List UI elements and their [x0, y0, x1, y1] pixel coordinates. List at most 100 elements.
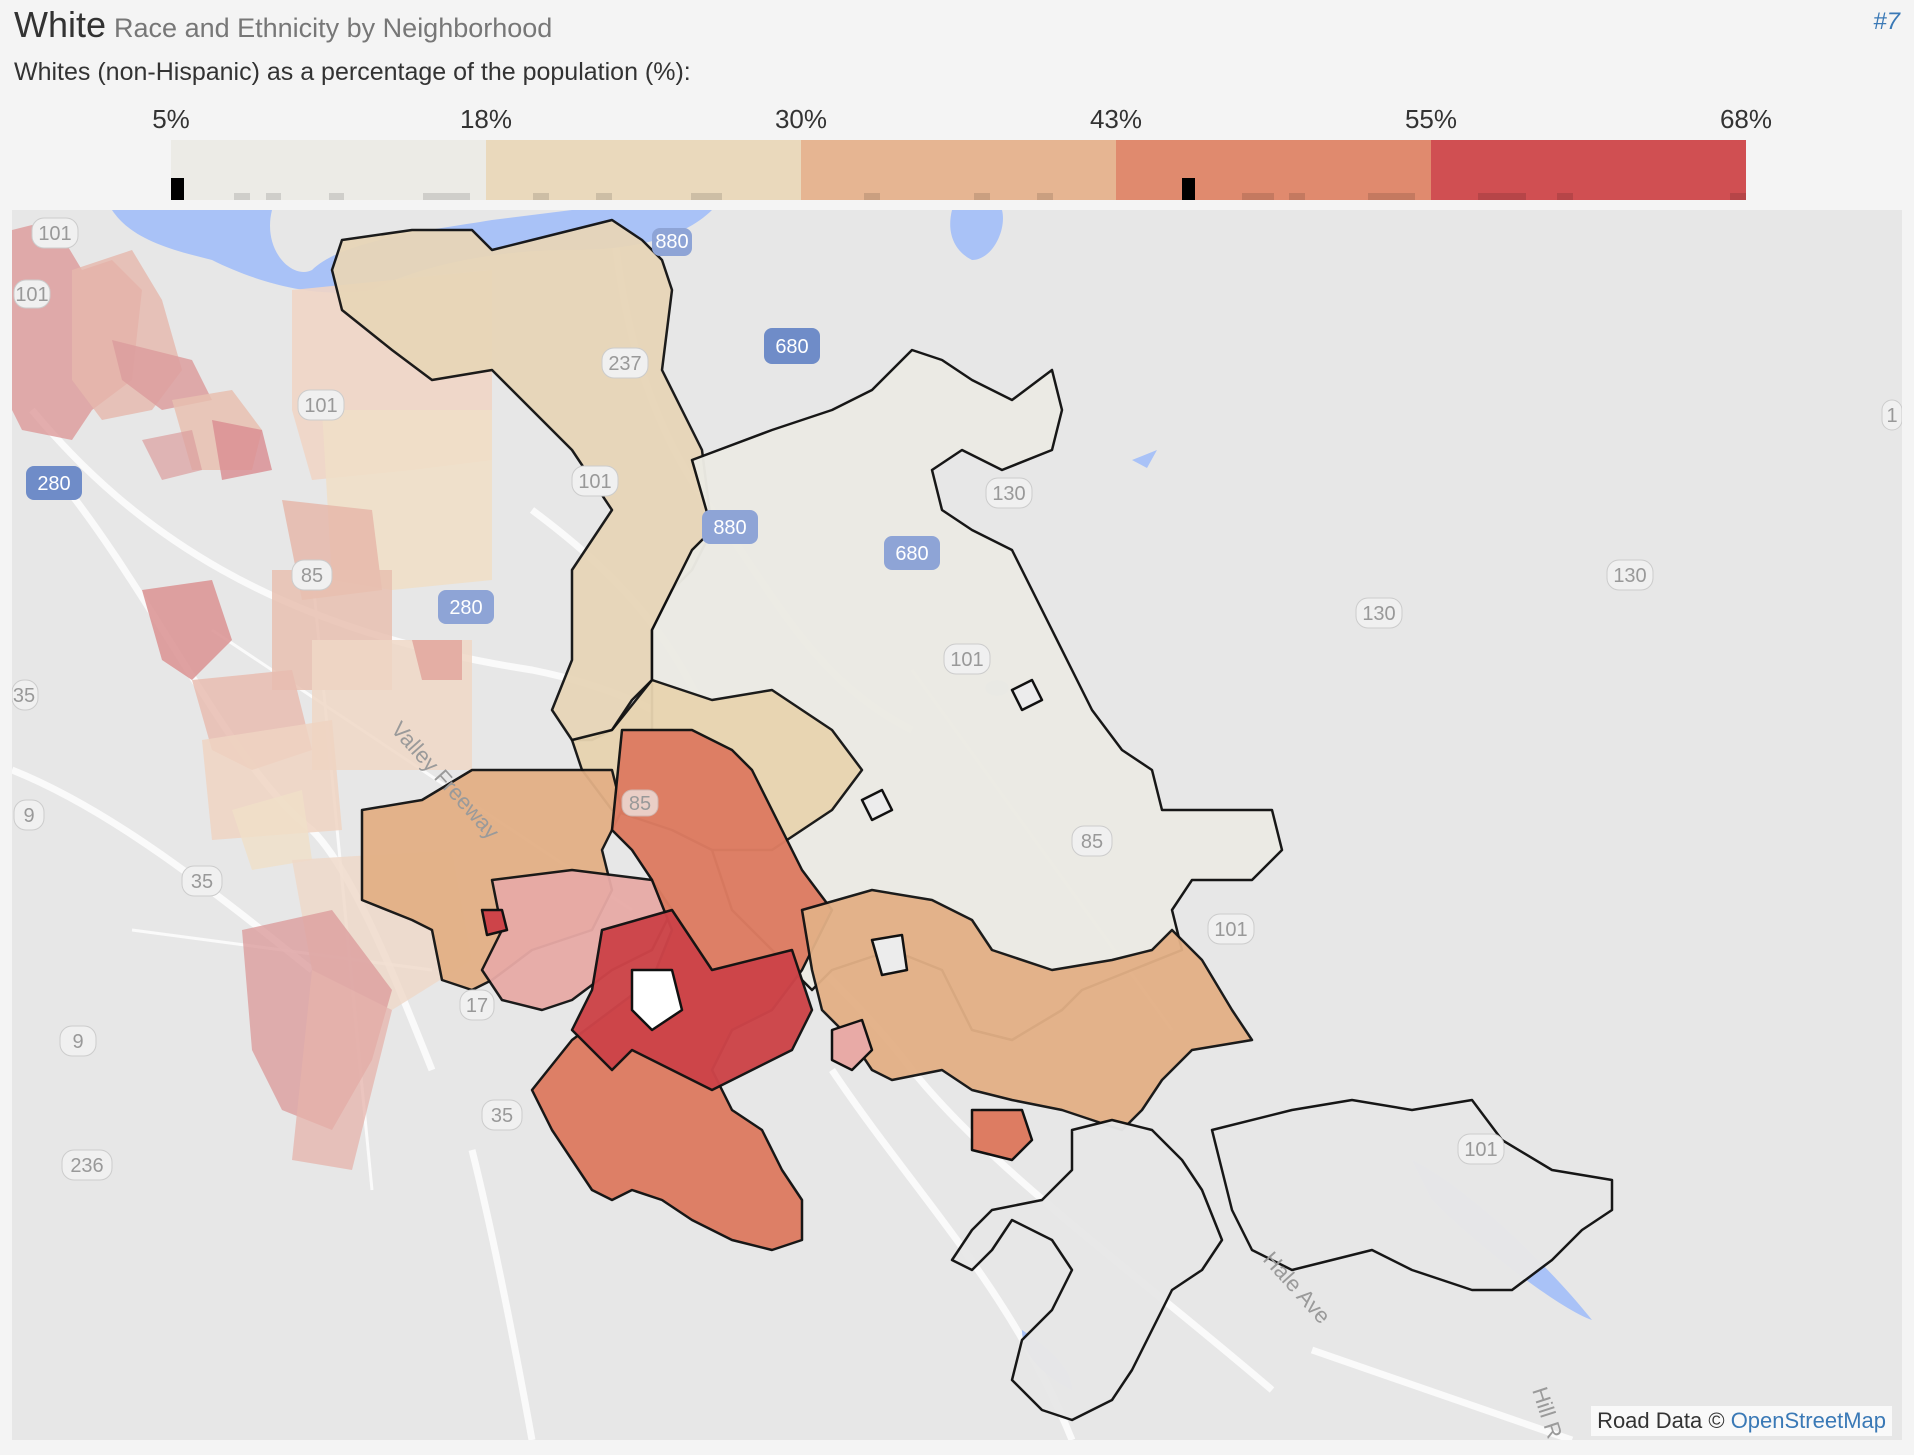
svg-text:1: 1	[1886, 405, 1897, 427]
svg-text:101: 101	[304, 395, 337, 417]
shield-880-top: 880	[652, 228, 692, 256]
legend-highlight-low	[171, 178, 184, 200]
map-header: White Race and Ethnicity by Neighborhood …	[14, 4, 1900, 48]
svg-text:880: 880	[713, 517, 746, 539]
legend-bin-1	[171, 140, 486, 200]
page-title: White Race and Ethnicity by Neighborhood	[14, 4, 552, 46]
shield-101-nw: 101	[31, 217, 79, 249]
svg-text:101: 101	[15, 284, 48, 306]
legend-distribution-mark	[423, 193, 471, 200]
road-label-hill-rd: Hill R	[1527, 1384, 1567, 1440]
svg-text:130: 130	[1362, 603, 1395, 625]
legend-distribution-mark	[864, 193, 880, 200]
legend-distribution-mark	[265, 193, 282, 200]
neighborhood-core-darkred[interactable]	[570, 908, 814, 1092]
legend-distribution-mark	[234, 193, 250, 200]
shield-85-west: 85	[291, 559, 333, 591]
svg-text:9: 9	[72, 1031, 83, 1053]
attribution-prefix: Road Data ©	[1597, 1408, 1731, 1433]
svg-text:35: 35	[491, 1105, 513, 1127]
shield-85-south: 85	[1071, 825, 1113, 857]
shield-101-central: 101	[571, 465, 619, 497]
svg-text:101: 101	[38, 223, 71, 245]
neighborhood-small-west-red[interactable]	[480, 908, 509, 937]
svg-text:680: 680	[895, 543, 928, 565]
shield-35-mid: 35	[181, 865, 223, 897]
shield-1-right: 1	[1881, 399, 1902, 431]
page-subtitle: Race and Ethnicity by Neighborhood	[114, 13, 553, 43]
svg-text:130: 130	[1613, 565, 1646, 587]
legend-distribution-mark	[533, 193, 549, 200]
shield-85-core: 85	[621, 789, 659, 817]
map-index-link[interactable]: #7	[1873, 8, 1900, 35]
svg-text:85: 85	[1081, 831, 1103, 853]
shield-101-east: 101	[943, 643, 991, 675]
svg-text:85: 85	[301, 565, 323, 587]
legend-label: Whites (non-Hispanic) as a percentage of…	[14, 58, 691, 86]
svg-text:35: 35	[13, 685, 35, 707]
shield-236: 236	[61, 1149, 113, 1181]
shield-680-central: 680	[884, 536, 940, 570]
shield-35-left: 35	[12, 679, 39, 711]
shield-880-central: 880	[702, 510, 758, 544]
legend-bin-5	[1431, 140, 1746, 200]
shield-9-upper: 9	[13, 799, 45, 831]
svg-text:101: 101	[578, 471, 611, 493]
shield-130-lower: 130	[1606, 559, 1654, 591]
legend-tick-18: 18%	[459, 104, 513, 134]
neighborhood-far-south[interactable]	[950, 1118, 1224, 1422]
shield-130-mid: 130	[1355, 597, 1403, 629]
svg-text:280: 280	[449, 597, 482, 619]
legend-distribution-mark	[1730, 193, 1746, 200]
neighborhood-small-south[interactable]	[970, 1108, 1034, 1162]
legend-tick-30: 30%	[774, 104, 828, 134]
highway-shields: 101 680 237 880 101 880 680 130 280 101 …	[12, 217, 1902, 1181]
neighborhood-hole-1[interactable]	[630, 968, 684, 1032]
legend-distribution-mark	[1242, 193, 1274, 200]
neighborhood-hole-2[interactable]	[870, 933, 909, 977]
neighborhood-far-southeast[interactable]	[1210, 1098, 1614, 1292]
shield-130-upper: 130	[985, 477, 1033, 509]
legend-tick-68: 68%	[1719, 104, 1773, 134]
context-neighborhoods	[12, 220, 492, 1170]
openstreetmap-link[interactable]: OpenStreetMap	[1730, 1408, 1886, 1433]
shield-680-top: 680	[764, 328, 820, 364]
legend-distribution-mark	[1557, 193, 1573, 200]
map-canvas[interactable]: 101 680 237 880 101 880 680 130 280 101 …	[12, 210, 1902, 1440]
color-legend	[171, 140, 1746, 200]
shield-101-southeast: 101	[1200, 920, 1244, 948]
legend-distribution-mark	[1289, 193, 1305, 200]
svg-text:17: 17	[466, 995, 488, 1017]
legend-ticks: 5% 18% 30% 43% 55% 68%	[152, 104, 1772, 138]
choropleth-map[interactable]: 101 680 237 880 101 880 680 130 280 101 …	[12, 210, 1902, 1440]
svg-text:101: 101	[1464, 1139, 1497, 1161]
legend-distribution-mark	[328, 193, 345, 200]
legend-distribution-mark	[690, 193, 723, 200]
legend-tick-5: 5%	[152, 104, 190, 134]
neighborhood-southeast[interactable]	[800, 888, 1254, 1132]
svg-text:280: 280	[37, 473, 70, 495]
legend-tick-55: 55%	[1404, 104, 1458, 134]
svg-text:9: 9	[23, 805, 34, 827]
city-boundary[interactable]	[330, 218, 1614, 1422]
map-attribution: Road Data © OpenStreetMap	[1591, 1406, 1892, 1436]
shield-35-lower: 35	[481, 1099, 523, 1131]
shield-101-west: 101	[297, 389, 345, 421]
legend-distribution-mark	[974, 193, 990, 200]
shield-280-west: 280	[26, 466, 82, 500]
svg-text:101: 101	[950, 649, 983, 671]
svg-text:680: 680	[775, 336, 808, 358]
legend-distribution-mark	[1037, 193, 1053, 200]
neighborhood-hole-4[interactable]	[860, 788, 894, 822]
shield-17: 17	[459, 989, 495, 1021]
title-text: White	[14, 4, 107, 45]
shield-280-central: 280	[438, 590, 494, 624]
neighborhood-small-pink[interactable]	[830, 1018, 874, 1072]
svg-text:880: 880	[655, 231, 688, 253]
legend-bin-2	[486, 140, 801, 200]
neighborhood-hole-3[interactable]	[1010, 678, 1044, 712]
shield-101-west2: 101	[13, 279, 51, 309]
legend-distribution-mark	[596, 193, 612, 200]
svg-text:130: 130	[992, 483, 1025, 505]
shield-101-far-south: 101	[1207, 913, 1255, 945]
